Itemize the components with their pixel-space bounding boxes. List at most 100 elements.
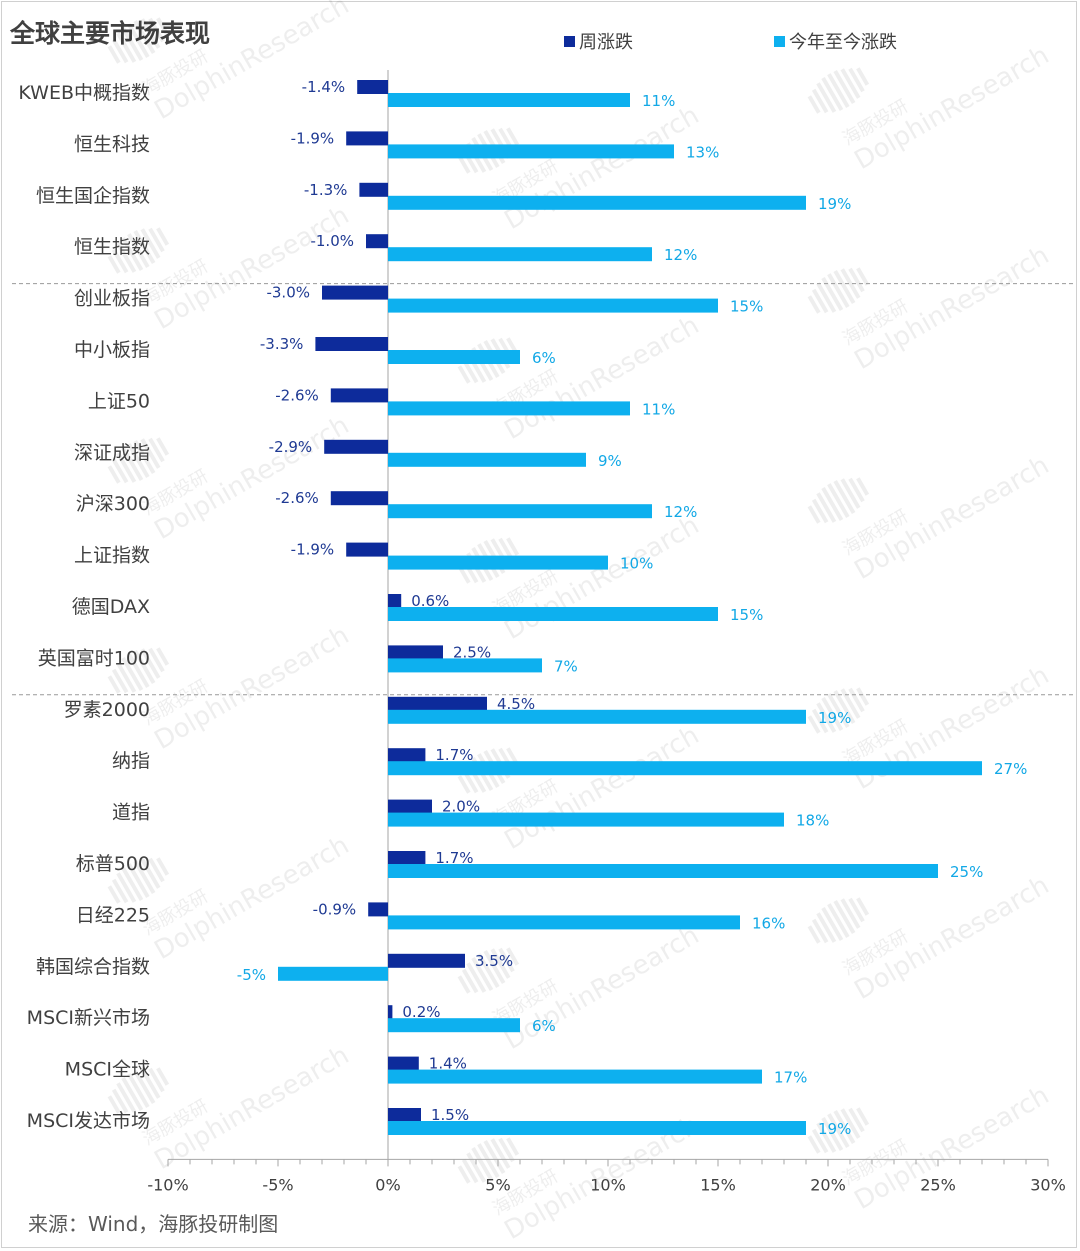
watermark-wave-bar — [127, 863, 150, 898]
watermark-wave-bar — [807, 295, 821, 314]
watermark-wave-bar — [827, 903, 850, 938]
ytd-data-label: 12% — [664, 246, 697, 264]
watermark-wave-bar — [827, 273, 850, 308]
chart-title: 全球主要市场表现 — [10, 19, 211, 48]
watermark-wave-bar — [821, 907, 844, 942]
watermark-wave-bar — [457, 365, 471, 384]
watermark-wave-bar — [156, 1067, 170, 1086]
watermark-wave-bar — [807, 1135, 821, 1154]
watermark-wave-bar — [140, 228, 161, 259]
ytd-data-label: 12% — [664, 503, 697, 521]
ytd-bar — [388, 504, 652, 519]
weekly-data-label: 4.5% — [497, 695, 535, 713]
category-label: 创业板指 — [74, 288, 150, 310]
watermark-wave-bar — [807, 715, 821, 734]
category-label: 沪深300 — [76, 493, 150, 515]
watermark-wave-bar — [848, 687, 865, 713]
watermark-wave-bar — [471, 957, 494, 992]
x-tick-label: 25% — [920, 1175, 956, 1194]
weekly-bar — [366, 234, 388, 249]
watermark-wave-bar — [811, 288, 829, 314]
watermark-wave-bar — [856, 477, 870, 496]
watermark-wave-bar — [833, 480, 856, 515]
weekly-bar — [388, 594, 402, 608]
watermark-wave-bar — [848, 67, 865, 93]
watermark-wave-bar — [833, 1110, 856, 1145]
weekly-data-label: 2.0% — [442, 798, 480, 816]
weekly-bar — [346, 542, 388, 557]
watermark-wave-bar — [506, 1137, 520, 1156]
x-tick-label: 10% — [590, 1175, 626, 1194]
watermark-wave-bar — [133, 440, 156, 475]
watermark-wave-bar — [856, 1107, 870, 1126]
watermark-wave-bar — [133, 1070, 156, 1105]
watermark-wave-bar — [816, 1122, 837, 1153]
watermark-wave-bar — [121, 237, 144, 272]
x-tick-label: -10% — [147, 1175, 188, 1194]
ytd-data-label: 16% — [752, 914, 785, 932]
ytd-bar — [388, 144, 674, 159]
weekly-data-label: -1.9% — [291, 541, 335, 559]
watermark-wave-bar — [466, 962, 487, 993]
watermark-wave-bar — [498, 1137, 515, 1163]
watermark-wave-bar — [461, 1158, 479, 1184]
weekly-bar — [359, 182, 388, 197]
weekly-bar — [330, 491, 388, 506]
ytd-bar — [388, 195, 806, 210]
watermark-wave-bar — [121, 1077, 144, 1112]
ytd-bar — [388, 658, 542, 673]
weekly-bar — [388, 799, 432, 814]
watermark-wave-bar — [498, 947, 515, 973]
watermark-wave-bar — [477, 1143, 500, 1178]
watermark-wave-bar — [821, 77, 844, 112]
ytd-bar — [388, 812, 784, 827]
category-label: 标普500 — [76, 853, 150, 875]
watermark-wave-bar — [140, 648, 161, 679]
ytd-bar — [388, 607, 718, 621]
watermark-wave-bar — [490, 1138, 511, 1169]
watermark-wave-bar — [111, 878, 129, 904]
watermark-wave-bar — [140, 438, 161, 469]
watermark-wave-bar — [840, 68, 861, 99]
category-label: 恒生科技 — [74, 133, 150, 155]
ytd-bar — [388, 93, 630, 107]
watermark-wave-bar — [811, 88, 829, 114]
watermark-wave-bar — [840, 1108, 861, 1139]
watermark-wave-bar — [148, 437, 165, 463]
watermark-wave-bar — [483, 1140, 506, 1175]
watermark-wave-bar — [816, 492, 837, 523]
ytd-data-label: 17% — [774, 1069, 807, 1087]
weekly-data-label: 0.6% — [411, 592, 449, 610]
watermark-wave-bar — [156, 437, 170, 456]
watermark-wave-bar — [116, 1082, 137, 1113]
weekly-bar — [324, 439, 388, 454]
watermark-wave-bar — [461, 358, 479, 384]
weekly-bar — [388, 645, 443, 660]
watermark-wave-bar — [840, 268, 861, 299]
ytd-bar — [388, 298, 718, 313]
watermark-wave-bar — [457, 775, 471, 794]
category-label: MSCI发达市场 — [27, 1110, 150, 1132]
category-label: 德国DAX — [72, 596, 150, 618]
weekly-bar — [388, 851, 426, 865]
watermark-wave-bar — [856, 267, 870, 286]
weekly-data-label: -2.6% — [275, 489, 319, 507]
weekly-bar — [346, 131, 388, 146]
category-label: MSCI全球 — [65, 1059, 150, 1081]
watermark-wave-bar — [816, 702, 837, 733]
ytd-data-label: 19% — [818, 709, 851, 727]
watermark-wave-bar — [506, 127, 520, 146]
watermark-wave-bar — [827, 1113, 850, 1148]
legend-item-ytd: 今年至今涨跌 — [774, 28, 897, 54]
weekly-data-label: -0.9% — [313, 900, 357, 918]
weekly-data-label: 1.4% — [429, 1055, 467, 1073]
x-tick-label: -5% — [262, 1175, 293, 1194]
weekly-bar — [388, 696, 487, 711]
watermark-wave-bar — [107, 885, 121, 904]
ytd-bar — [388, 1069, 762, 1084]
weekly-data-label: 1.5% — [431, 1106, 469, 1124]
category-label: 日经225 — [76, 904, 150, 926]
category-label: 罗素2000 — [64, 699, 150, 721]
ytd-data-label: 27% — [994, 760, 1027, 778]
